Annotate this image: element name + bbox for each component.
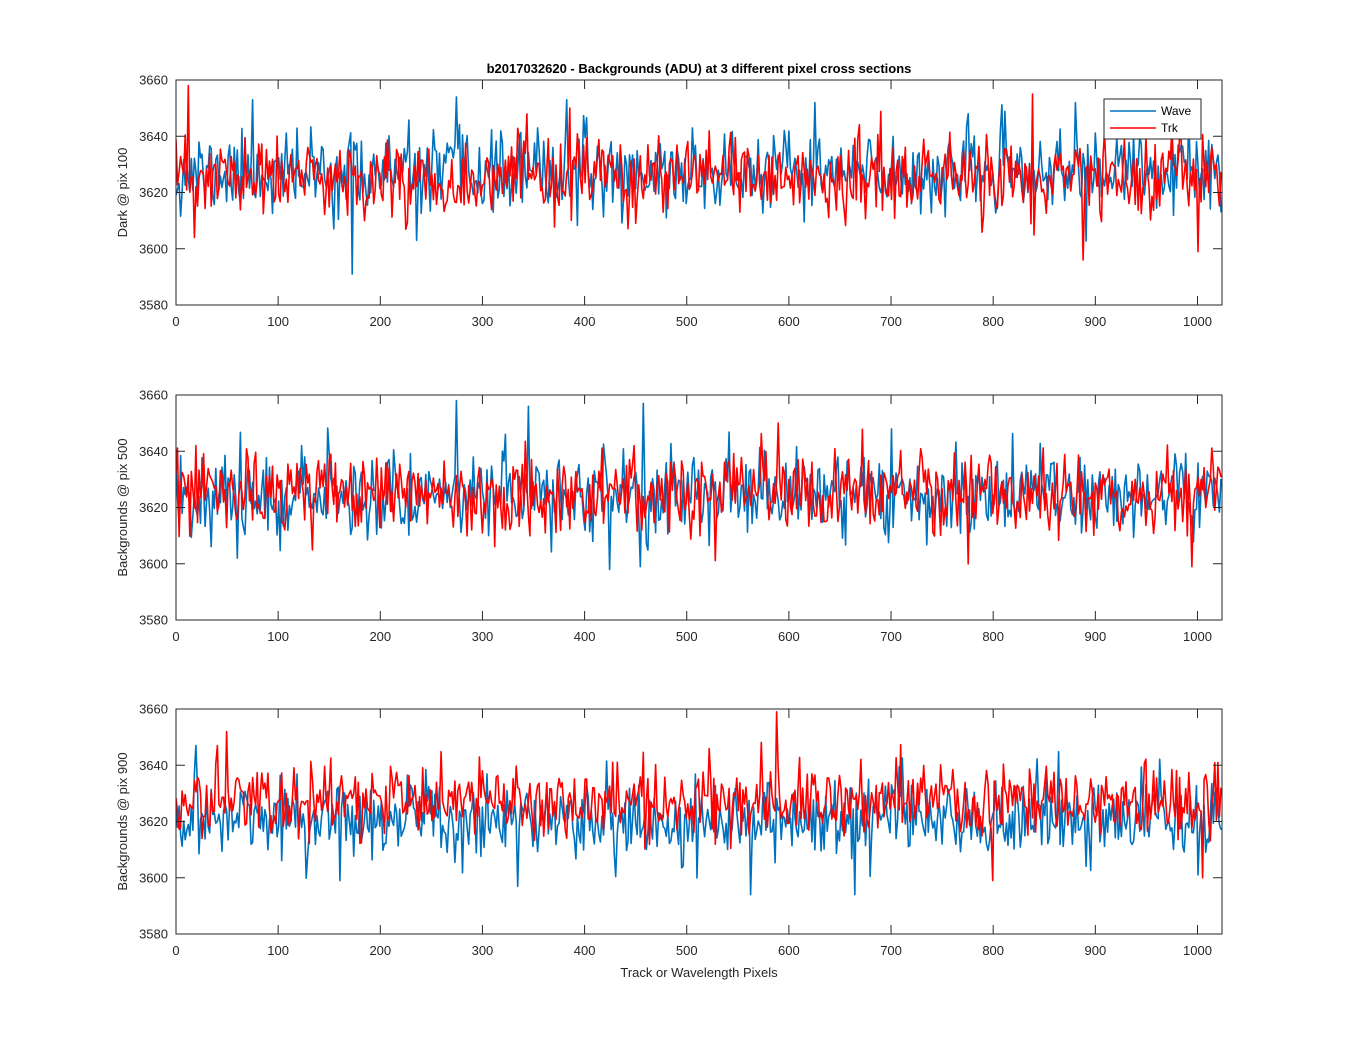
x-tick-label: 500 bbox=[676, 314, 698, 329]
x-tick-label: 900 bbox=[1084, 629, 1106, 644]
series-line-wave bbox=[176, 744, 1222, 896]
x-tick-label: 800 bbox=[982, 943, 1004, 958]
x-tick-label: 1000 bbox=[1183, 629, 1212, 644]
x-tick-label: 900 bbox=[1084, 943, 1106, 958]
x-tick-label: 500 bbox=[676, 943, 698, 958]
series-line-wave bbox=[176, 399, 1222, 571]
x-tick-label: 900 bbox=[1084, 314, 1106, 329]
y-tick-label: 3580 bbox=[139, 927, 168, 942]
x-tick-label: 600 bbox=[778, 943, 800, 958]
x-tick-label: 800 bbox=[982, 314, 1004, 329]
x-tick-label: 400 bbox=[574, 943, 596, 958]
x-tick-label: 400 bbox=[574, 629, 596, 644]
y-tick-label: 3640 bbox=[139, 129, 168, 144]
x-tick-label: 100 bbox=[267, 314, 289, 329]
x-tick-label: 800 bbox=[982, 629, 1004, 644]
subplot-backgrounds-pix-500: 0 100 200 300 400 500 600 700 800 900 1000 3580 3600… bbox=[115, 388, 1223, 644]
x-tick-label: 0 bbox=[172, 314, 179, 329]
chart-title: b2017032620 - Backgrounds (ADU) at 3 dif… bbox=[487, 61, 912, 76]
y-tick-label: 3640 bbox=[139, 444, 168, 459]
x-tick-label: 1000 bbox=[1183, 943, 1212, 958]
legend: Wave Trk bbox=[1103, 98, 1202, 140]
x-tick-label: 500 bbox=[676, 629, 698, 644]
x-tick-label: 300 bbox=[472, 314, 494, 329]
x-tick-label: 1000 bbox=[1183, 314, 1212, 329]
x-axis-label: Track or Wavelength Pixels bbox=[620, 965, 778, 980]
x-tick-label: 400 bbox=[574, 314, 596, 329]
series-line-trk bbox=[176, 711, 1222, 882]
y-axis-label: Backgrounds @ pix 900 bbox=[115, 752, 130, 890]
series-line-trk bbox=[176, 422, 1222, 568]
x-tick-label: 700 bbox=[880, 314, 902, 329]
y-tick-label: 3620 bbox=[139, 814, 168, 829]
x-tick-label: 200 bbox=[369, 314, 391, 329]
y-tick-label: 3600 bbox=[139, 870, 168, 885]
y-axis-label: Dark @ pix 100 bbox=[115, 148, 130, 238]
y-tick-label: 3660 bbox=[139, 702, 168, 717]
x-tick-label: 200 bbox=[369, 943, 391, 958]
x-tick-label: 600 bbox=[778, 314, 800, 329]
y-axis-label: Backgrounds @ pix 500 bbox=[115, 438, 130, 576]
x-tick-label: 100 bbox=[267, 629, 289, 644]
legend-label-trk: Trk bbox=[1161, 121, 1179, 135]
x-tick-label: 300 bbox=[472, 943, 494, 958]
subplot-dark-pix-100: 0 100 200 300 400 500 600 700 800 900 1000 3580 3600… bbox=[115, 61, 1223, 329]
y-tick-label: 3640 bbox=[139, 758, 168, 773]
x-tick-label: 300 bbox=[472, 629, 494, 644]
y-tick-label: 3660 bbox=[139, 73, 168, 88]
y-tick-label: 3600 bbox=[139, 241, 168, 256]
x-tick-label: 700 bbox=[880, 943, 902, 958]
y-tick-label: 3580 bbox=[139, 613, 168, 628]
y-tick-label: 3620 bbox=[139, 500, 168, 515]
x-tick-label: 0 bbox=[172, 943, 179, 958]
x-tick-label: 100 bbox=[267, 943, 289, 958]
x-tick-label: 0 bbox=[172, 629, 179, 644]
legend-box bbox=[1103, 98, 1202, 140]
y-tick-label: 3620 bbox=[139, 185, 168, 200]
x-tick-label: 700 bbox=[880, 629, 902, 644]
x-tick-label: 200 bbox=[369, 629, 391, 644]
series-line-trk bbox=[176, 84, 1222, 261]
subplot-backgrounds-pix-900: 0 100 200 300 400 500 600 700 800 900 1000 3580 3600… bbox=[115, 702, 1223, 980]
x-tick-label: 600 bbox=[778, 629, 800, 644]
y-tick-label: 3600 bbox=[139, 556, 168, 571]
legend-label-wave: Wave bbox=[1161, 104, 1192, 118]
y-tick-label: 3580 bbox=[139, 298, 168, 313]
y-tick-label: 3660 bbox=[139, 388, 168, 403]
